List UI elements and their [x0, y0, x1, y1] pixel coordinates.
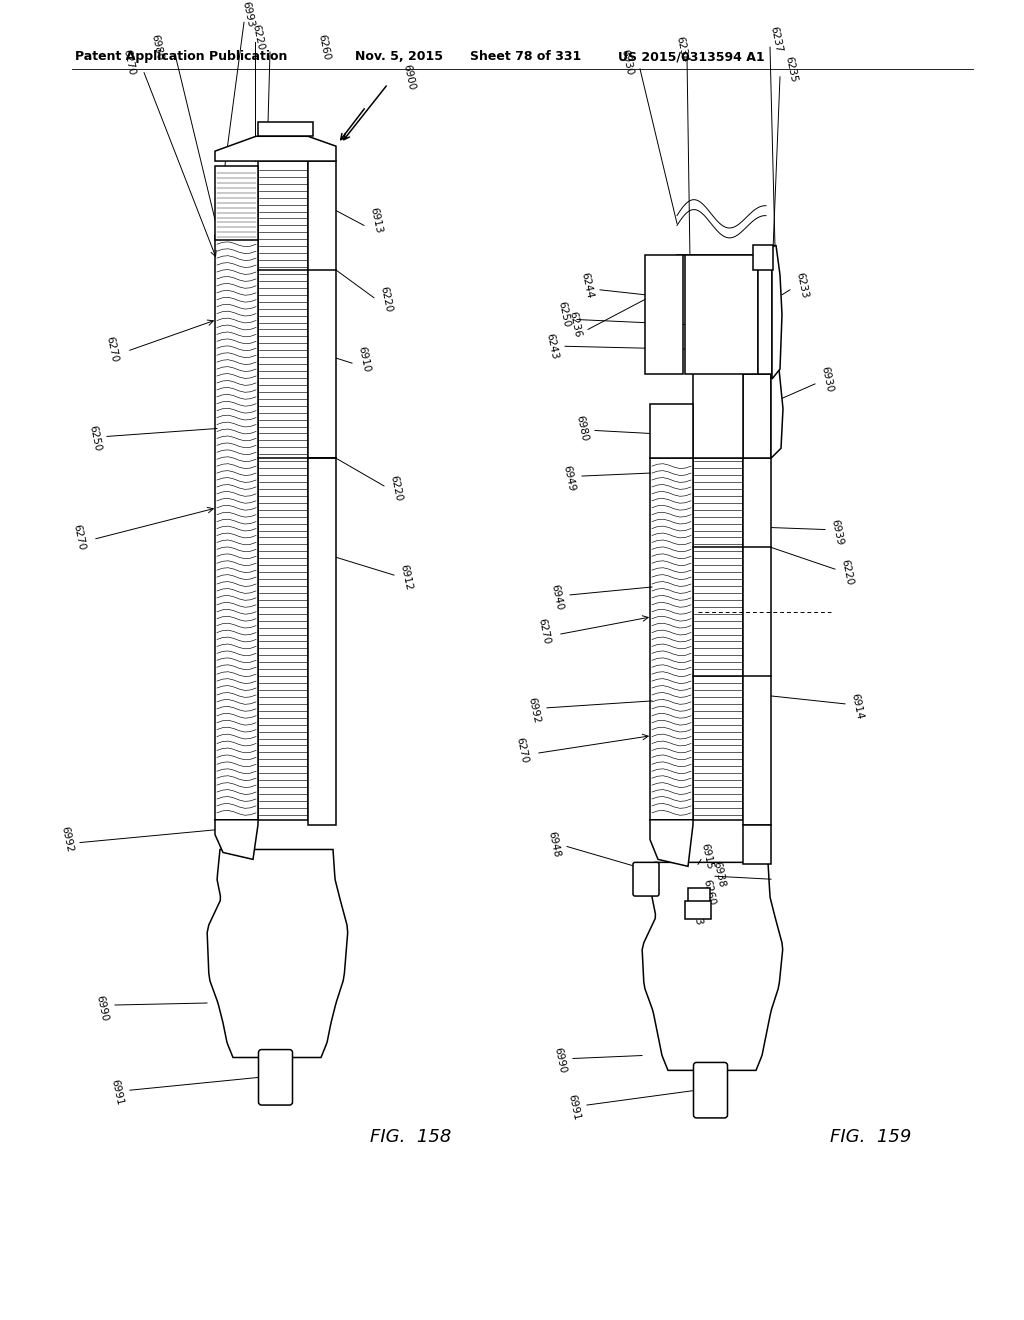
Polygon shape: [642, 862, 782, 1071]
Text: 6913: 6913: [368, 206, 383, 235]
Bar: [215, 166, 258, 240]
Polygon shape: [772, 246, 782, 379]
Text: 6992: 6992: [59, 825, 75, 854]
Bar: [308, 458, 336, 825]
Text: 6234: 6234: [675, 36, 690, 63]
Bar: [685, 902, 711, 919]
Polygon shape: [650, 820, 693, 866]
Text: 6237: 6237: [768, 25, 783, 53]
Bar: [215, 235, 258, 820]
Bar: [258, 161, 308, 820]
Bar: [308, 161, 336, 458]
Text: FIG.  159: FIG. 159: [830, 1127, 911, 1146]
Text: 6939: 6939: [829, 519, 845, 546]
Text: 6948: 6948: [547, 830, 562, 858]
Text: 6244: 6244: [580, 271, 595, 298]
Text: 6940: 6940: [550, 583, 565, 611]
Text: 6912: 6912: [398, 564, 414, 591]
Text: 6270: 6270: [515, 737, 530, 764]
FancyBboxPatch shape: [258, 1049, 293, 1105]
Text: 6991: 6991: [110, 1078, 125, 1106]
Polygon shape: [207, 850, 348, 1057]
Text: 6270: 6270: [122, 48, 137, 77]
Bar: [753, 246, 773, 271]
Text: 6260: 6260: [701, 878, 716, 906]
Text: 6993: 6993: [240, 0, 255, 29]
Text: 6980: 6980: [150, 33, 165, 61]
Text: 6236: 6236: [567, 310, 583, 338]
Text: 6980: 6980: [574, 414, 590, 442]
Polygon shape: [215, 820, 258, 859]
Text: 6220: 6220: [250, 24, 265, 51]
Text: 6250: 6250: [88, 425, 103, 453]
Bar: [743, 825, 771, 865]
Text: 6243: 6243: [545, 333, 560, 360]
Text: 6991: 6991: [566, 1093, 582, 1121]
Bar: [645, 255, 683, 374]
Polygon shape: [771, 364, 783, 458]
Text: 6913: 6913: [688, 898, 703, 925]
Text: 6938: 6938: [711, 861, 726, 888]
Text: 6990: 6990: [553, 1047, 568, 1074]
Text: Sheet 78 of 331: Sheet 78 of 331: [470, 50, 582, 63]
Text: 6220: 6220: [388, 474, 403, 502]
Bar: [650, 458, 693, 820]
Text: US 2015/0313594 A1: US 2015/0313594 A1: [618, 50, 765, 63]
Text: 6930: 6930: [819, 366, 835, 393]
Text: 6990: 6990: [95, 994, 110, 1022]
Text: 6992: 6992: [526, 697, 542, 725]
Text: 6900: 6900: [401, 63, 416, 91]
Text: 6914: 6914: [849, 692, 864, 719]
FancyBboxPatch shape: [693, 1063, 727, 1118]
Text: 6233: 6233: [794, 271, 809, 298]
FancyBboxPatch shape: [633, 862, 659, 896]
Text: 6260: 6260: [316, 33, 332, 61]
Text: 6270: 6270: [537, 618, 552, 645]
Text: 6235: 6235: [783, 55, 799, 83]
Bar: [258, 123, 313, 136]
Bar: [693, 458, 743, 820]
Bar: [688, 888, 710, 902]
Bar: [743, 458, 771, 825]
Bar: [685, 255, 758, 374]
Text: 6270: 6270: [72, 524, 87, 552]
Bar: [758, 255, 772, 374]
Text: Nov. 5, 2015: Nov. 5, 2015: [355, 50, 443, 63]
Text: Patent Application Publication: Patent Application Publication: [75, 50, 288, 63]
Text: 6270: 6270: [104, 335, 120, 363]
Text: 6915: 6915: [699, 842, 715, 870]
Bar: [743, 374, 771, 458]
Text: FIG.  158: FIG. 158: [370, 1127, 452, 1146]
Text: 6949: 6949: [562, 465, 577, 492]
Text: 6220: 6220: [378, 286, 393, 314]
Polygon shape: [215, 136, 336, 161]
Bar: [650, 404, 693, 458]
Bar: [693, 370, 743, 458]
Text: 6930: 6930: [620, 48, 635, 77]
Text: 6220: 6220: [839, 558, 854, 586]
Text: 6250: 6250: [557, 301, 572, 329]
Text: 6910: 6910: [356, 346, 372, 374]
